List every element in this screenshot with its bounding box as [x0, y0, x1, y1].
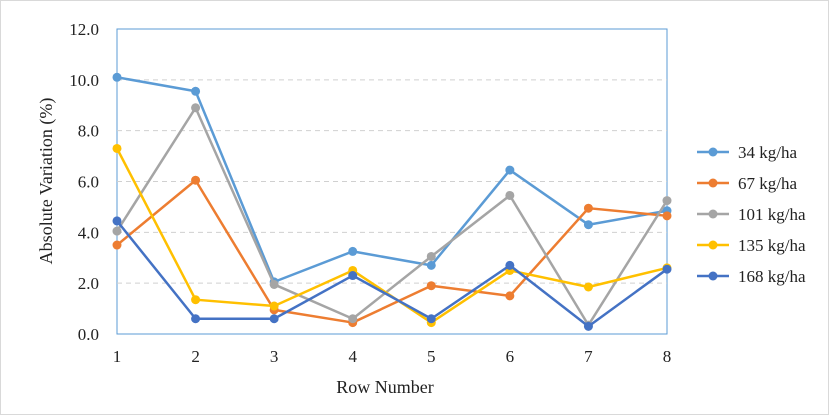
series-line — [116, 220, 668, 328]
data-point — [505, 190, 515, 200]
data-point — [583, 321, 593, 331]
legend-item: 67 kg/ha — [697, 174, 797, 193]
y-tick-label: 6.0 — [78, 173, 99, 192]
data-point — [112, 143, 122, 153]
data-point — [191, 175, 201, 185]
legend-label: 101 kg/ha — [738, 205, 806, 224]
legend-item: 34 kg/ha — [697, 143, 797, 162]
y-tick-label: 12.0 — [69, 20, 99, 39]
data-point — [505, 260, 515, 270]
data-point — [662, 264, 672, 274]
data-point — [112, 240, 122, 250]
legend-label: 34 kg/ha — [738, 143, 797, 162]
x-tick-label: 3 — [270, 347, 279, 366]
data-point — [426, 251, 436, 261]
data-point — [269, 279, 279, 289]
y-tick-label: 0.0 — [78, 325, 99, 344]
legend-label: 135 kg/ha — [738, 236, 806, 255]
data-point — [112, 72, 122, 82]
y-tick-label: 10.0 — [69, 71, 99, 90]
legend-item: 135 kg/ha — [697, 236, 806, 255]
gridlines — [117, 79, 667, 284]
x-tick-label: 6 — [506, 347, 515, 366]
y-tick-label: 2.0 — [78, 274, 99, 293]
data-point — [191, 86, 201, 96]
series-4 — [112, 216, 672, 331]
x-axis-ticks: 1 2 3 4 5 6 7 8 — [113, 347, 672, 366]
data-point — [505, 291, 515, 301]
data-point — [505, 165, 515, 175]
series-1 — [112, 175, 672, 328]
data-point — [662, 196, 672, 206]
legend-label: 168 kg/ha — [738, 267, 806, 286]
legend-swatch-marker — [708, 209, 718, 219]
x-tick-label: 2 — [191, 347, 200, 366]
data-point — [426, 260, 436, 270]
legend-swatch-marker — [708, 271, 718, 281]
y-axis-title: Absolute Variation (%) — [36, 98, 57, 265]
legend: 34 kg/ha 67 kg/ha 101 kg/ha 135 kg/ha 168 kg… — [697, 143, 806, 286]
x-tick-label: 1 — [113, 347, 122, 366]
data-point — [112, 226, 122, 236]
legend-swatch-marker — [708, 240, 718, 250]
data-point — [348, 314, 358, 324]
data-point — [269, 301, 279, 311]
x-axis-title: Row Number — [336, 377, 434, 397]
data-point — [662, 211, 672, 221]
data-point — [191, 103, 201, 113]
series-line — [115, 106, 669, 327]
data-point — [348, 271, 358, 281]
x-tick-label: 5 — [427, 347, 436, 366]
y-axis-ticks: 0.0 2.0 4.0 6.0 8.0 10.0 12.0 — [69, 20, 99, 344]
series-line — [116, 178, 668, 324]
data-point — [348, 246, 358, 256]
legend-item: 101 kg/ha — [697, 205, 806, 224]
data-point — [583, 220, 593, 230]
data-point — [426, 314, 436, 324]
data-point — [269, 314, 279, 324]
data-point — [426, 281, 436, 291]
data-point — [583, 203, 593, 213]
y-tick-label: 8.0 — [78, 122, 99, 141]
data-point — [583, 282, 593, 292]
legend-item: 168 kg/ha — [697, 267, 806, 286]
x-tick-label: 4 — [348, 347, 357, 366]
data-point — [191, 295, 201, 305]
y-tick-label: 4.0 — [78, 223, 99, 242]
data-point — [112, 216, 122, 226]
x-tick-label: 7 — [584, 347, 593, 366]
x-tick-label: 8 — [663, 347, 672, 366]
legend-swatch-marker — [708, 147, 718, 157]
legend-label: 67 kg/ha — [738, 174, 797, 193]
legend-swatch-marker — [708, 178, 718, 188]
data-point — [191, 314, 201, 324]
series-line — [116, 76, 668, 284]
series-group — [112, 72, 672, 331]
